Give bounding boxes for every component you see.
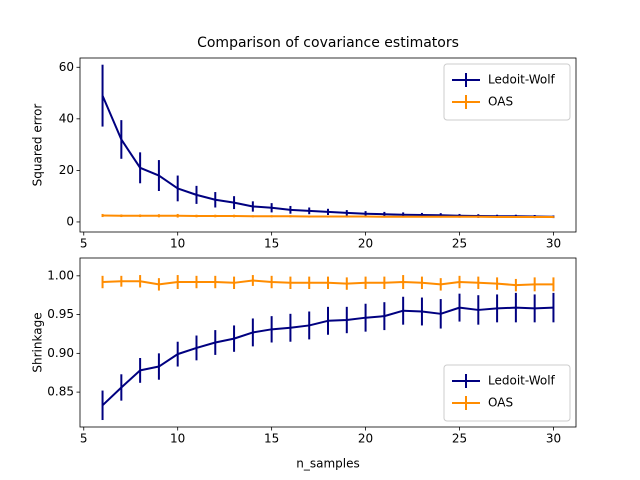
x-tick-label: 5: [80, 432, 88, 446]
y-tick-label: 0.95: [47, 307, 74, 321]
chart-title: Comparison of covariance estimators: [197, 35, 459, 51]
x-tick-label: 20: [358, 432, 373, 446]
series: [101, 275, 555, 292]
legend-label: Ledoit-Wolf: [488, 374, 556, 388]
x-tick-label: 10: [170, 237, 185, 251]
x-tick-label: 10: [170, 432, 185, 446]
x-tick-label: 30: [546, 237, 561, 251]
legend: Ledoit-Wolf OAS: [443, 63, 571, 121]
y-tick-label: 40: [59, 111, 74, 125]
y-axis-label: Shrinkage: [31, 312, 45, 372]
x-tick-label: 25: [452, 237, 467, 251]
y-tick-label: 0.90: [47, 346, 74, 360]
line: [102, 214, 554, 219]
legend: Ledoit-Wolf OAS: [443, 364, 571, 422]
legend-frame: [443, 364, 571, 422]
y-tick-label: 0: [66, 214, 74, 228]
y-axis-label: Squared error: [31, 104, 45, 187]
axes-frame: [79, 257, 577, 428]
line: [102, 279, 554, 287]
x-tick-label: 15: [264, 432, 279, 446]
x-tick-label: 15: [264, 237, 279, 251]
x-tick-label: 5: [80, 237, 88, 251]
y-tick-label: 60: [59, 60, 74, 74]
line: [101, 306, 554, 407]
y-tick-label: 0.85: [47, 385, 74, 399]
series: [101, 292, 555, 421]
axes-frame: [79, 57, 577, 233]
series: [101, 213, 555, 219]
x-tick-label: 20: [358, 237, 373, 251]
x-tick-label: 25: [452, 432, 467, 446]
y-tick-label: 1.00: [47, 268, 74, 282]
y-tick-label: 20: [59, 163, 74, 177]
x-axis-label: n_samples: [296, 457, 360, 471]
x-tick-label: 30: [546, 432, 561, 446]
legend-label: Ledoit-Wolf: [488, 73, 556, 87]
legend-label: OAS: [488, 95, 513, 109]
legend-frame: [443, 63, 571, 121]
legend-label: OAS: [488, 396, 513, 410]
